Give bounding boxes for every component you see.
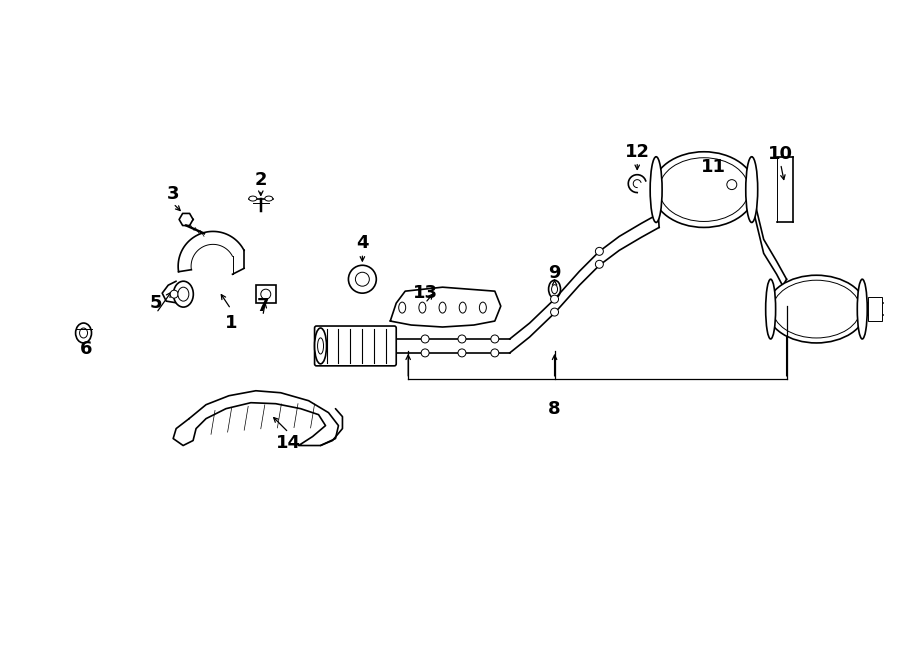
Bar bbox=[868, 297, 882, 321]
Text: 11: 11 bbox=[701, 158, 726, 176]
Ellipse shape bbox=[248, 196, 256, 201]
Text: 5: 5 bbox=[150, 294, 163, 312]
Ellipse shape bbox=[746, 157, 758, 223]
FancyBboxPatch shape bbox=[315, 326, 396, 366]
Ellipse shape bbox=[439, 302, 446, 313]
Circle shape bbox=[458, 349, 466, 357]
Ellipse shape bbox=[552, 285, 557, 293]
Text: 3: 3 bbox=[166, 184, 179, 202]
Ellipse shape bbox=[178, 287, 189, 301]
Ellipse shape bbox=[318, 338, 323, 354]
Text: 4: 4 bbox=[356, 235, 369, 253]
Ellipse shape bbox=[652, 152, 756, 227]
Ellipse shape bbox=[76, 323, 92, 343]
Circle shape bbox=[596, 247, 603, 255]
Circle shape bbox=[458, 335, 466, 343]
Text: 7: 7 bbox=[256, 297, 269, 315]
Ellipse shape bbox=[766, 279, 776, 339]
Circle shape bbox=[170, 290, 178, 298]
Ellipse shape bbox=[659, 158, 749, 221]
Circle shape bbox=[727, 180, 737, 190]
Ellipse shape bbox=[174, 281, 194, 307]
Circle shape bbox=[261, 289, 271, 299]
Ellipse shape bbox=[767, 275, 866, 343]
Text: 1: 1 bbox=[225, 314, 238, 332]
Text: 14: 14 bbox=[276, 434, 302, 451]
Circle shape bbox=[491, 335, 499, 343]
Ellipse shape bbox=[315, 328, 327, 364]
Ellipse shape bbox=[650, 157, 662, 223]
Circle shape bbox=[551, 308, 559, 316]
Ellipse shape bbox=[459, 302, 466, 313]
Ellipse shape bbox=[480, 302, 486, 313]
Circle shape bbox=[356, 272, 369, 286]
Text: 9: 9 bbox=[548, 264, 561, 282]
Circle shape bbox=[551, 295, 559, 303]
Circle shape bbox=[421, 349, 429, 357]
Circle shape bbox=[596, 260, 603, 268]
Ellipse shape bbox=[79, 328, 87, 338]
Ellipse shape bbox=[549, 280, 561, 298]
Text: 13: 13 bbox=[412, 284, 437, 302]
Bar bbox=[256, 285, 275, 303]
Text: 12: 12 bbox=[625, 143, 650, 161]
Circle shape bbox=[421, 335, 429, 343]
Ellipse shape bbox=[399, 302, 406, 313]
Ellipse shape bbox=[858, 279, 868, 339]
Text: 2: 2 bbox=[255, 171, 267, 188]
Circle shape bbox=[491, 349, 499, 357]
Text: 6: 6 bbox=[80, 340, 93, 358]
Ellipse shape bbox=[265, 196, 273, 201]
Circle shape bbox=[348, 265, 376, 293]
Text: 8: 8 bbox=[548, 400, 561, 418]
Ellipse shape bbox=[772, 280, 860, 338]
Text: 10: 10 bbox=[768, 145, 793, 163]
Ellipse shape bbox=[418, 302, 426, 313]
